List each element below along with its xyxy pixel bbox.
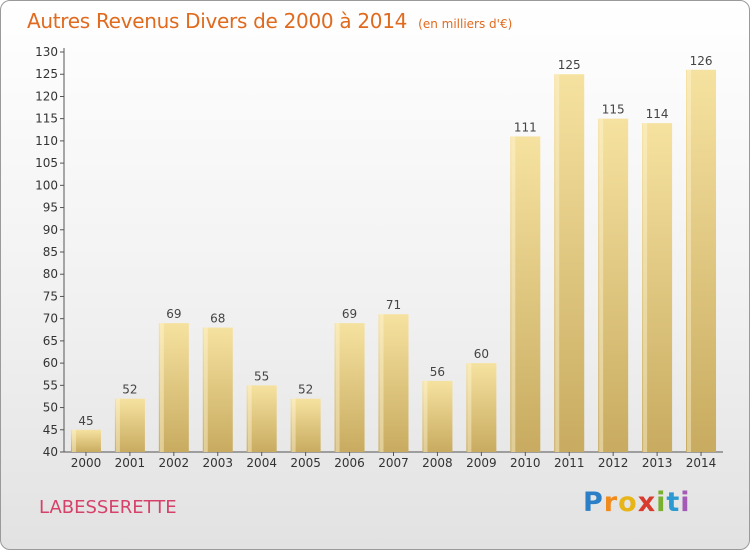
y-tick-label: 50 (43, 401, 58, 415)
logo-letter: t (666, 487, 681, 518)
bar (378, 314, 409, 452)
bar-highlight (511, 136, 516, 452)
logo-letter: P (583, 487, 604, 518)
y-tick-label: 70 (43, 312, 58, 326)
bar-value-label: 45 (78, 414, 93, 428)
y-tick-label: 125 (35, 67, 58, 81)
y-tick-label: 90 (43, 223, 58, 237)
x-tick-label: 2002 (159, 456, 190, 470)
bar-highlight (291, 398, 296, 452)
y-tick-label: 75 (43, 289, 58, 303)
x-tick-label: 2001 (115, 456, 146, 470)
x-tick-label: 2013 (642, 456, 673, 470)
y-tick-label: 100 (35, 178, 58, 192)
x-tick-label: 2004 (246, 456, 277, 470)
bar-value-label: 114 (646, 107, 669, 121)
bar-highlight (247, 385, 252, 452)
bar-value-label: 125 (558, 58, 581, 72)
x-tick-label: 2000 (71, 456, 102, 470)
bar-value-label: 69 (166, 307, 181, 321)
town-name: LABESSERETTE (39, 497, 177, 518)
bar-value-label: 60 (474, 347, 489, 361)
x-tick-label: 2014 (686, 456, 717, 470)
bar-highlight (643, 123, 648, 452)
bar (290, 398, 321, 452)
bar-highlight (379, 314, 384, 452)
bar-value-label: 115 (602, 103, 625, 117)
bar-highlight (71, 429, 76, 452)
x-tick-label: 2006 (334, 456, 365, 470)
x-tick-label: 2007 (378, 456, 409, 470)
logo-letter: x (637, 487, 657, 518)
logo-letter: i (656, 487, 667, 518)
bar (598, 118, 629, 453)
bar-highlight (423, 380, 428, 452)
title-unit: (en milliers d'€) (418, 17, 513, 31)
bar-value-label: 69 (342, 307, 357, 321)
bar (114, 398, 145, 452)
bar-value-label: 52 (298, 383, 313, 397)
bar (510, 136, 541, 452)
bar (202, 327, 233, 452)
bar-highlight (115, 398, 120, 452)
bar-highlight (687, 69, 692, 453)
bar-value-label: 52 (122, 383, 137, 397)
bar-value-label: 68 (210, 312, 225, 326)
logo-letter: r (603, 487, 619, 518)
y-tick-label: 80 (43, 267, 58, 281)
bar (158, 323, 189, 452)
bar-highlight (335, 323, 340, 452)
y-tick-label: 40 (43, 445, 58, 459)
bar-highlight (159, 323, 164, 452)
y-tick-label: 60 (43, 356, 58, 370)
bar (466, 363, 497, 452)
bar-value-label: 126 (690, 54, 713, 68)
y-tick-label: 130 (35, 45, 58, 59)
x-tick-label: 2008 (422, 456, 453, 470)
x-tick-label: 2010 (510, 456, 541, 470)
bar (334, 323, 365, 452)
logo-letter: o (618, 487, 638, 518)
bar-highlight (555, 74, 560, 452)
x-tick-label: 2011 (554, 456, 585, 470)
y-tick-label: 55 (43, 378, 58, 392)
bar (642, 123, 673, 452)
proxiti-logo: Proxiti (583, 487, 691, 518)
bar-highlight (599, 118, 604, 453)
y-tick-label: 110 (35, 134, 58, 148)
y-tick-label: 120 (35, 89, 58, 103)
x-tick-label: 2009 (466, 456, 497, 470)
logo-letter: i (680, 487, 691, 518)
bar-value-label: 111 (514, 120, 537, 134)
bar-highlight (467, 363, 472, 452)
y-tick-label: 45 (43, 423, 58, 437)
y-tick-label: 95 (43, 201, 58, 215)
bar-value-label: 55 (254, 369, 269, 383)
y-tick-label: 115 (35, 112, 58, 126)
bar (246, 385, 277, 452)
bar (686, 69, 717, 453)
bar (554, 74, 585, 452)
x-tick-label: 2005 (290, 456, 321, 470)
y-tick-label: 85 (43, 245, 58, 259)
y-tick-label: 105 (35, 156, 58, 170)
bar (70, 429, 101, 452)
bar-value-label: 56 (430, 365, 445, 379)
bar (422, 380, 453, 452)
x-tick-label: 2012 (598, 456, 629, 470)
bar-value-label: 71 (386, 298, 401, 312)
title-text: Autres Revenus Divers de 2000 à 2014 (27, 9, 408, 33)
y-tick-label: 65 (43, 334, 58, 348)
chart-title: Autres Revenus Divers de 2000 à 2014 (en… (27, 9, 512, 33)
bar-highlight (203, 327, 208, 452)
x-tick-label: 2003 (202, 456, 233, 470)
